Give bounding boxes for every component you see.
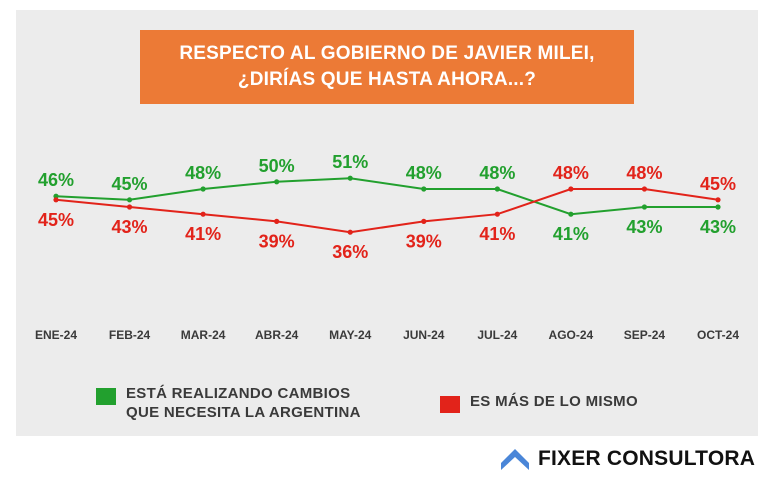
data-point (494, 186, 500, 192)
x-tick-label: ABR-24 (255, 328, 299, 342)
data-label: 50% (259, 156, 295, 176)
legend-label-green-line-2: QUE NECESITA LA ARGENTINA (126, 404, 361, 421)
data-label: 43% (626, 217, 662, 237)
data-point (347, 229, 353, 235)
data-point (715, 204, 721, 210)
data-label: 48% (479, 163, 515, 183)
title-line-1: RESPECTO AL GOBIERNO DE JAVIER MILEI, (179, 43, 595, 64)
data-point (126, 197, 133, 203)
x-tick-label: FEB-24 (109, 328, 151, 342)
data-label: 41% (479, 224, 515, 244)
data-point (421, 218, 427, 224)
data-point (274, 179, 280, 185)
data-point (568, 186, 574, 192)
chevron-up-icon (501, 449, 529, 470)
x-tick-label: OCT-24 (697, 328, 739, 342)
data-point (126, 204, 133, 210)
x-tick-label: MAR-24 (181, 328, 226, 342)
data-label: 41% (553, 224, 589, 244)
legend-item-green: ESTÁ REALIZANDO CAMBIOS QUE NECESITA LA … (96, 384, 361, 422)
x-tick-label: MAY-24 (329, 328, 372, 342)
legend-swatch-green (96, 388, 116, 405)
series-line-green (55, 177, 718, 216)
data-label: 46% (38, 170, 74, 190)
data-point (200, 211, 206, 217)
chart-title: RESPECTO AL GOBIERNO DE JAVIER MILEI, ¿D… (140, 30, 634, 104)
data-point (53, 197, 59, 203)
x-tick-label: JUN-24 (403, 328, 445, 342)
data-label: 48% (553, 163, 589, 183)
data-label: 48% (406, 163, 442, 183)
brand-logo: FIXER CONSULTORA (500, 446, 755, 472)
x-tick-label: JUL-24 (477, 328, 517, 342)
x-tick-label: SEP-24 (624, 328, 666, 342)
legend-label-red: ES MÁS DE LO MISMO (470, 393, 638, 410)
data-point (715, 197, 721, 203)
legend-swatch-red (440, 396, 460, 413)
data-point (421, 186, 427, 192)
legend-label-green-line-1: ESTÁ REALIZANDO CAMBIOS (126, 385, 351, 402)
data-label: 41% (185, 224, 221, 244)
data-label: 43% (700, 217, 736, 237)
data-point (568, 211, 574, 217)
x-tick-label: ENE-24 (35, 328, 77, 342)
data-label: 39% (259, 231, 295, 251)
data-point (200, 186, 206, 192)
data-point (347, 175, 353, 181)
legend-item-red: ES MÁS DE LO MISMO (440, 392, 638, 413)
data-point (494, 211, 500, 217)
data-label: 48% (626, 163, 662, 183)
data-label: 39% (406, 231, 442, 251)
data-label: 48% (185, 163, 221, 183)
data-point (641, 204, 648, 210)
brand-name: FIXER CONSULTORA (538, 447, 756, 470)
data-label: 51% (332, 152, 368, 172)
data-label: 43% (112, 217, 148, 237)
data-point (641, 186, 648, 192)
data-point (274, 218, 280, 224)
series-line-red (55, 188, 719, 234)
data-point (53, 193, 59, 199)
data-label: 45% (112, 174, 148, 194)
title-line-2: ¿DIRÍAS QUE HASTA AHORA...? (237, 69, 537, 90)
data-label: 36% (332, 242, 368, 262)
data-label: 45% (700, 174, 736, 194)
data-label: 45% (38, 210, 74, 230)
x-tick-label: AGO-24 (549, 328, 594, 342)
